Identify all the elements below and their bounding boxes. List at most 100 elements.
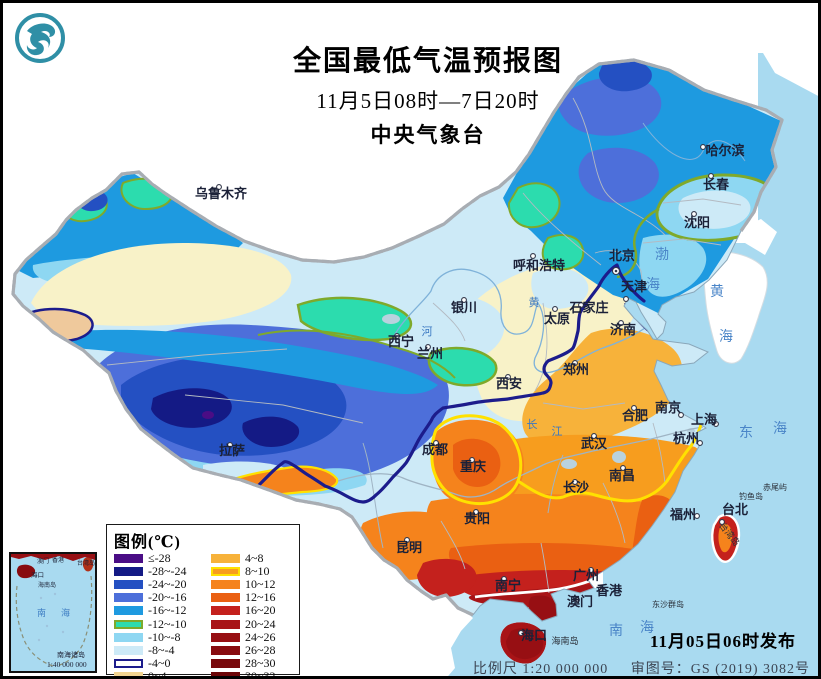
island-name: 东沙群岛 [652, 599, 684, 609]
city: 乌鲁木齐 [195, 184, 248, 201]
legend-right-column: 4~8 8~10 10~12 12~16 16~20 20~24 24~26 26~28 28~… [211, 551, 276, 679]
legend-swatch [211, 567, 240, 577]
legend-label: -10~-8 [148, 629, 181, 644]
legend-swatch [114, 606, 143, 616]
legend-label: 12~16 [245, 590, 276, 605]
legend-row: -4~0 [114, 656, 211, 670]
legend-swatch [211, 554, 240, 564]
sea-labels: 渤海 黄海东 海南海 [609, 247, 787, 639]
city: 沈阳 [684, 211, 710, 230]
legend-swatch [114, 671, 143, 676]
approval-number: 审图号：GS (2019) 3082号 [630, 662, 810, 677]
city-name: 合肥 [622, 408, 648, 423]
city: 杭州 [673, 431, 703, 446]
city: 贵阳 [464, 509, 490, 526]
river-name: 黄 [529, 295, 540, 309]
river-name: 河 [422, 325, 433, 338]
city-name: 北京 [609, 248, 635, 263]
city: 拉萨 [219, 442, 245, 458]
city: 成都 [422, 440, 448, 457]
legend-label: ≤-28 [148, 551, 171, 566]
city-marker [631, 405, 637, 411]
city-name: 上海 [691, 412, 717, 427]
island-name: 海南岛 [551, 635, 578, 646]
inset-hainan [16, 564, 36, 579]
city-name: 福州 [669, 507, 696, 522]
city-name: 昆明 [396, 540, 422, 555]
city-marker [574, 597, 580, 603]
inset-label: 海南岛 [38, 581, 56, 589]
legend-label: -16~-12 [148, 603, 187, 618]
inset-label: 台湾岛 [77, 559, 95, 567]
lakes [382, 314, 695, 469]
city: 济南 [610, 320, 636, 337]
inset-dash-line [15, 575, 93, 667]
legend-label: 8~10 [245, 564, 270, 579]
city-marker [588, 567, 594, 573]
legend-label: 30~32 [245, 668, 276, 679]
city-marker [713, 421, 719, 427]
inset-label: 海口 [31, 570, 44, 579]
city-name: 澳门 [567, 594, 593, 609]
city: 海口 [518, 628, 547, 643]
city: 昆明 [396, 537, 422, 555]
legend-swatch [114, 554, 143, 564]
city-name: 重庆 [460, 459, 486, 474]
legend-row: 28~30 [211, 655, 276, 670]
legend-left-column: ≤-28 -28~-24 -24~-20 -20~-16 -16~-12 -12~-10-… [114, 551, 211, 679]
city-name: 兰州 [417, 346, 443, 361]
cma-dragon-logo [15, 13, 65, 63]
inset-taiwan [82, 557, 94, 572]
scale-line: 比例尺 1:20 000 000 审图号：GS (2019) 3082号 [455, 658, 810, 677]
legend-label: 28~30 [245, 655, 276, 670]
sea-name: 黄 [710, 283, 724, 300]
city: 呼和浩特 [513, 253, 565, 273]
city: 长春 [703, 173, 730, 192]
city-name: 成都 [422, 442, 448, 457]
city-marker [425, 344, 431, 350]
city-marker [618, 320, 624, 326]
legend-label: 0~4 [148, 668, 167, 679]
legend-swatch [114, 645, 143, 655]
city-marker [623, 296, 629, 302]
city-marker [591, 433, 597, 439]
sea-name: 渤 [655, 247, 669, 263]
island-name: 钓鱼岛 [739, 491, 763, 501]
legend-swatch [114, 593, 143, 603]
legend-row: 12~16 [211, 590, 276, 605]
legend-row: -10~-8 [114, 629, 211, 644]
city-name: 郑州 [563, 362, 589, 377]
city: 福州 [669, 507, 700, 522]
city: 西安 [496, 374, 522, 391]
city-marker [678, 412, 684, 418]
legend-swatch [114, 567, 143, 577]
city-marker [433, 440, 439, 446]
legend-row: -12~-10 [114, 617, 211, 631]
legend-row: 30~32 [211, 668, 276, 679]
legend-row: 4~8 [211, 551, 276, 565]
city-name: 长沙 [563, 480, 589, 495]
legend-swatch [114, 619, 143, 629]
province-borders [106, 97, 742, 594]
river-name: 江 [552, 425, 563, 438]
sea-name: 海 [719, 329, 733, 345]
legend-label: 16~20 [245, 603, 276, 618]
legend-label: 10~12 [245, 577, 276, 592]
legend-label: -8~-4 [148, 642, 175, 657]
capital-dot [614, 269, 618, 273]
city: 石家庄 [568, 300, 608, 315]
city-marker [552, 306, 558, 312]
sea-name: 海 [773, 421, 787, 437]
city-name: 南宁 [495, 578, 521, 593]
legend-row: -16~-12 [114, 603, 211, 618]
city: 香港 [595, 583, 623, 598]
city-marker [394, 333, 400, 339]
city-marker [578, 302, 584, 308]
legend-label: -20~-16 [148, 590, 187, 605]
legend-title: 图例(℃) [114, 534, 181, 551]
city-name: 拉萨 [219, 443, 245, 458]
city-marker [461, 297, 467, 303]
city: 天津 [621, 279, 647, 302]
legend-swatch [211, 658, 240, 668]
